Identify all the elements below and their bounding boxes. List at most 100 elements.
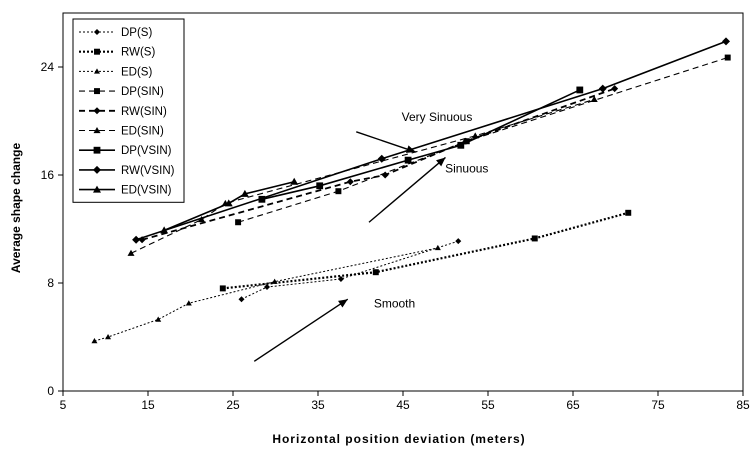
series-dp-s (238, 238, 462, 303)
legend-swatch-marker (93, 146, 101, 154)
data-point (185, 300, 192, 306)
data-point (346, 178, 354, 186)
legend-label: RW(SIN) (121, 106, 167, 118)
data-point (240, 189, 249, 197)
legend-item: RW(VSIN) (79, 165, 175, 177)
data-point (127, 249, 135, 256)
legend-label: DP(VSIN) (121, 145, 172, 157)
x-tick-label: 5 (60, 398, 67, 412)
series-rw-s (219, 209, 632, 292)
data-point (335, 188, 342, 195)
data-point (724, 54, 731, 61)
series-line (222, 211, 629, 290)
data-point (598, 84, 607, 93)
annotation-label: Smooth (374, 296, 415, 310)
legend-swatch-marker (93, 165, 101, 174)
data-point (198, 216, 206, 223)
series-line (163, 180, 295, 232)
x-tick-label: 35 (311, 398, 325, 412)
legend-item: DP(VSIN) (79, 145, 172, 157)
series-dp-vsin (258, 86, 584, 203)
legend-label: DP(S) (121, 27, 152, 39)
series-line (135, 40, 727, 241)
data-point (160, 226, 169, 234)
x-tick-label: 55 (481, 398, 495, 412)
data-point (155, 316, 162, 322)
legend-label: ED(S) (121, 66, 152, 78)
data-point (590, 95, 598, 103)
data-point (377, 154, 386, 163)
legend-swatch-marker (94, 29, 100, 35)
legend-item: ED(S) (79, 66, 152, 78)
x-tick-label: 65 (566, 398, 580, 412)
y-tick-label: 8 (47, 276, 54, 290)
legend-label: DP(SIN) (121, 86, 164, 98)
legend-item: ED(SIN) (79, 126, 164, 138)
data-point (434, 244, 441, 251)
x-tick-label: 75 (651, 398, 665, 412)
legend-swatch-marker (94, 88, 100, 95)
arrow-layer (253, 131, 446, 362)
legend-swatch-marker (93, 107, 101, 115)
data-point (531, 235, 538, 242)
legend-swatch-marker (94, 48, 100, 55)
legend-label: ED(VSIN) (121, 185, 172, 197)
legend-item: DP(S) (79, 27, 152, 39)
legend-swatch-marker (93, 185, 101, 193)
x-tick-label: 15 (141, 398, 155, 412)
annotation-arrow (368, 156, 446, 223)
data-point (381, 171, 389, 179)
y-tick-label: 16 (41, 168, 55, 182)
x-tick-label: 45 (396, 398, 410, 412)
annotation-label: Very Sinuous (402, 110, 473, 124)
data-point (372, 269, 379, 276)
data-point (290, 177, 299, 185)
data-point (132, 235, 141, 244)
legend-label: RW(S) (121, 47, 155, 59)
legend-item: RW(S) (79, 47, 155, 59)
data-point (611, 85, 619, 93)
arrowhead (405, 145, 416, 153)
legend-label: RW(VSIN) (121, 165, 175, 177)
data-point (457, 141, 465, 149)
data-point (219, 285, 226, 292)
data-point (455, 238, 462, 245)
y-tick-label: 0 (47, 384, 54, 398)
axis-ticks: 5 15 25 35 45 55 65 75 85 0 8 16 24 (41, 60, 750, 412)
arrowhead (436, 157, 446, 167)
data-point (722, 37, 730, 46)
annotation-layer: Very Sinuous Sinuous Smooth (374, 110, 489, 310)
data-point (238, 296, 245, 303)
series-ed-s (91, 244, 441, 344)
series-ed-vsin (160, 177, 299, 234)
data-point (271, 278, 278, 284)
legend-item: RW(SIN) (79, 106, 167, 118)
data-point (625, 209, 632, 216)
data-point (264, 284, 270, 291)
legend-item: DP(SIN) (79, 86, 164, 98)
series-line (130, 98, 595, 254)
arrowhead (338, 299, 348, 308)
y-axis-label: Average shape change (9, 143, 23, 274)
legend-swatch-marker (94, 68, 100, 74)
legend-label: ED(SIN) (121, 126, 164, 138)
y-tick-label: 24 (41, 60, 55, 74)
data-point (576, 86, 584, 94)
x-axis-label: Horizontal position deviation (meters) (272, 432, 525, 446)
x-tick-label: 85 (736, 398, 750, 412)
data-point (235, 219, 242, 226)
series-layer (91, 37, 731, 344)
annotation-label: Sinuous (445, 161, 488, 175)
data-point (316, 182, 324, 190)
series-rw-vsin (132, 37, 730, 244)
data-point (224, 199, 233, 207)
series-line (241, 240, 459, 300)
legend-item: ED(VSIN) (79, 185, 172, 197)
annotation-arrow (356, 131, 416, 153)
data-point (258, 195, 266, 203)
series-line (94, 247, 438, 342)
series-line (237, 57, 728, 223)
x-tick-label: 25 (226, 398, 240, 412)
legend-swatch-marker (93, 127, 101, 134)
